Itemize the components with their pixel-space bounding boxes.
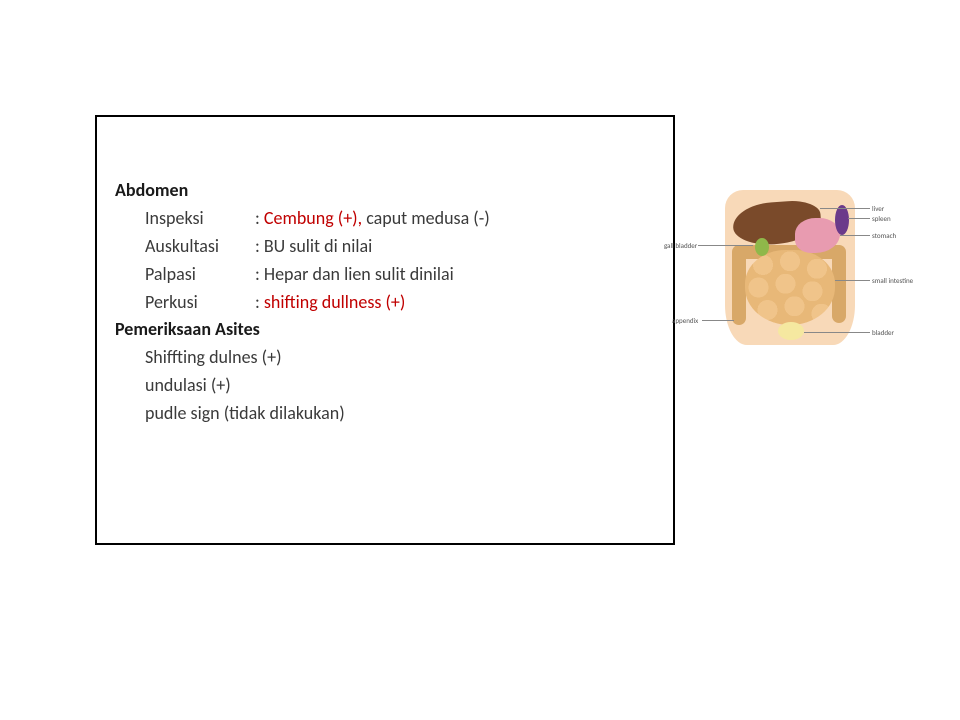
abdomen-diagram: liver spleen stomach small intestine bla… (700, 190, 905, 345)
spleen-shape (835, 205, 849, 235)
exam-value: : Hepar dan lien sulit dinilai (255, 261, 655, 289)
leader-line (848, 218, 870, 219)
leader-line (835, 280, 870, 281)
exam-value: : shifting dullness (+) (255, 289, 655, 317)
label-small-intestine: small intestine (872, 276, 913, 285)
abdomen-rows: Inspeksi: Cembung (+), caput medusa (-)A… (115, 205, 655, 317)
content-box: Abdomen Inspeksi: Cembung (+), caput med… (95, 115, 675, 545)
label-liver: liver (872, 204, 884, 213)
gallbladder-shape (755, 238, 769, 256)
exam-label: Palpasi (145, 261, 255, 289)
asites-line: undulasi (+) (115, 372, 655, 400)
exam-value: : Cembung (+), caput medusa (-) (255, 205, 655, 233)
exam-row: Palpasi: Hepar dan lien sulit dinilai (115, 261, 655, 289)
asites-lines: Shiffting dulnes (+)undulasi (+)pudle si… (115, 344, 655, 428)
bladder-shape (778, 322, 804, 340)
exam-row: Auskultasi: BU sulit di nilai (115, 233, 655, 261)
asites-heading: Pemeriksaan Asites (115, 316, 655, 344)
exam-label: Perkusi (145, 289, 255, 317)
leader-line (698, 245, 753, 246)
exam-label: Auskultasi (145, 233, 255, 261)
leader-line (702, 320, 734, 321)
exam-label: Inspeksi (145, 205, 255, 233)
abdomen-heading: Abdomen (115, 177, 655, 205)
exam-value: : BU sulit di nilai (255, 233, 655, 261)
leader-line (804, 332, 870, 333)
exam-row: Perkusi: shifting dullness (+) (115, 289, 655, 317)
label-gall-bladder: gall bladder (664, 241, 697, 250)
label-stomach: stomach (872, 231, 896, 240)
leader-line (840, 235, 870, 236)
label-bladder: bladder (872, 328, 894, 337)
asites-line: Shiffting dulnes (+) (115, 344, 655, 372)
label-appendix: appendix (672, 316, 698, 325)
exam-row: Inspeksi: Cembung (+), caput medusa (-) (115, 205, 655, 233)
small-intestine-shape (745, 250, 835, 325)
asites-line: pudle sign (tidak dilakukan) (115, 400, 655, 428)
leader-line (820, 208, 870, 209)
colon-shape (732, 245, 746, 325)
label-spleen: spleen (872, 214, 891, 223)
